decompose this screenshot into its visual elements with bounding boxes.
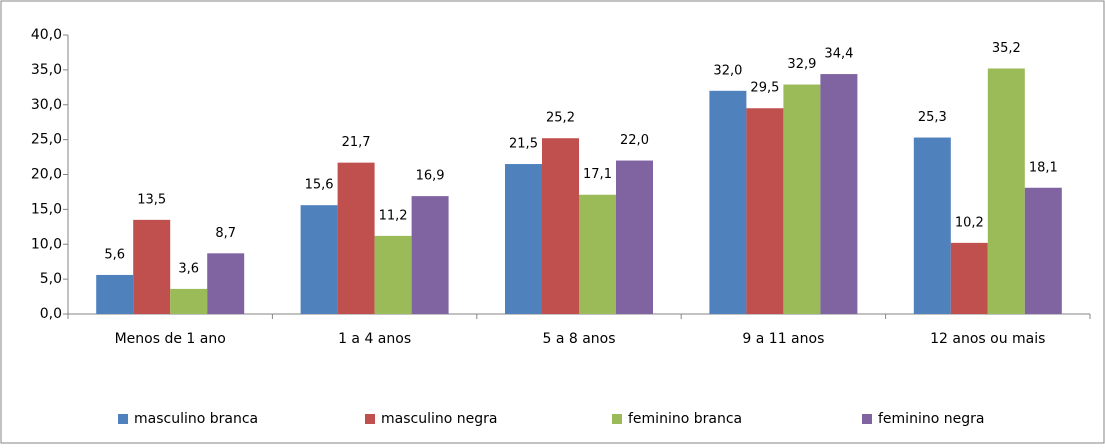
bar xyxy=(96,274,134,314)
bar xyxy=(746,108,784,314)
bar xyxy=(1024,187,1062,314)
y-tick-label: 15,0 xyxy=(31,201,62,217)
value-label: 10,2 xyxy=(955,215,984,230)
bar xyxy=(783,84,821,315)
value-label: 34,4 xyxy=(824,47,853,62)
bar xyxy=(133,219,171,314)
y-tick-label: 10,0 xyxy=(31,236,62,252)
legend-label: masculino negra xyxy=(381,411,497,427)
value-label: 18,1 xyxy=(1029,160,1058,175)
bar xyxy=(709,90,747,314)
bar xyxy=(411,196,449,314)
bar xyxy=(616,160,653,314)
legend-swatch xyxy=(862,414,872,424)
y-tick-label: 0,0 xyxy=(40,306,62,322)
value-label: 17,1 xyxy=(583,167,612,182)
x-tick-label: Menos de 1 ano xyxy=(115,331,226,347)
bar xyxy=(987,68,1025,314)
bar xyxy=(374,235,412,314)
y-tick-label: 20,0 xyxy=(31,167,62,183)
y-tick-label: 30,0 xyxy=(31,97,62,113)
value-label: 32,0 xyxy=(713,63,742,78)
value-label: 35,2 xyxy=(992,41,1021,56)
value-label: 21,7 xyxy=(342,135,371,150)
legend-label: masculino branca xyxy=(134,411,258,427)
bar xyxy=(579,194,616,314)
bar xyxy=(207,253,245,314)
x-tick-label: 5 a 8 anos xyxy=(542,331,615,347)
legend-label: feminino negra xyxy=(878,411,984,427)
value-label: 29,5 xyxy=(750,81,779,96)
value-label: 21,5 xyxy=(509,137,538,152)
x-tick-label: 9 a 11 anos xyxy=(742,331,824,347)
y-tick-label: 35,0 xyxy=(31,62,62,78)
y-tick-label: 25,0 xyxy=(31,132,62,148)
value-label: 3,6 xyxy=(178,261,199,276)
y-tick-label: 40,0 xyxy=(31,27,62,43)
x-tick-label: 12 anos ou mais xyxy=(930,331,1045,347)
value-label: 16,9 xyxy=(416,169,445,184)
legend-swatch xyxy=(118,414,128,424)
value-label: 32,9 xyxy=(787,57,816,72)
bar xyxy=(820,74,858,314)
value-label: 22,0 xyxy=(620,133,649,148)
bar xyxy=(337,162,375,314)
value-label: 13,5 xyxy=(137,192,166,207)
bar xyxy=(950,242,988,314)
legend-swatch xyxy=(612,414,622,424)
value-label: 11,2 xyxy=(379,208,408,223)
bar xyxy=(542,138,579,314)
value-label: 15,6 xyxy=(305,178,334,193)
bar xyxy=(170,288,208,314)
legend-label: feminino branca xyxy=(628,411,742,427)
value-label: 25,2 xyxy=(546,111,575,126)
x-tick-label: 1 a 4 anos xyxy=(338,331,411,347)
value-label: 25,3 xyxy=(918,110,947,125)
value-label: 5,6 xyxy=(104,247,125,262)
bar xyxy=(913,137,951,314)
y-tick-label: 5,0 xyxy=(40,271,62,287)
bar xyxy=(505,164,542,314)
legend-swatch xyxy=(365,414,375,424)
value-label: 8,7 xyxy=(215,226,236,241)
bar xyxy=(300,205,338,314)
